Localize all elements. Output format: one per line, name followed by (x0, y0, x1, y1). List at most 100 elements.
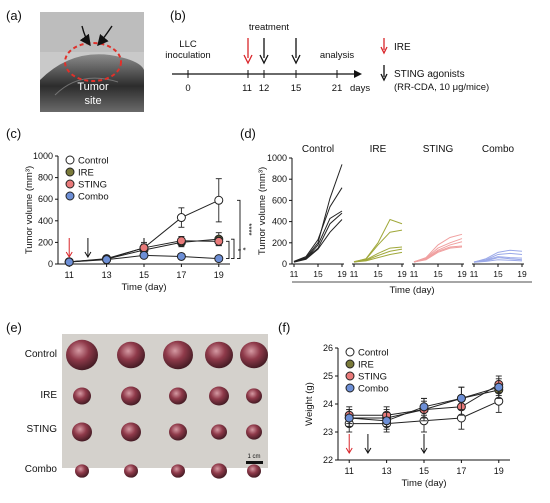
x-tick-label: 19 (337, 269, 347, 279)
row-label-control: Control (25, 349, 57, 360)
facet-title: Control (302, 144, 334, 155)
y-tick-label: 0 (48, 259, 53, 269)
x-axis-label: Time (day) (401, 478, 446, 489)
tick-15: 15 (291, 83, 302, 94)
data-point (176, 213, 186, 223)
treatment-arrow-head (345, 447, 353, 454)
data-point (214, 195, 224, 205)
tumor-site-label-2: site (84, 95, 101, 107)
y-tick-label: 800 (38, 173, 53, 183)
legend-marker (65, 179, 75, 189)
legend-marker (345, 383, 355, 393)
tumor-specimen (163, 340, 193, 370)
data-point (176, 236, 186, 246)
tumor-specimen (121, 422, 141, 442)
data-point (214, 254, 224, 264)
tumor-specimen (75, 464, 89, 478)
tumor-specimen (211, 424, 227, 440)
event-treatment: treatment (249, 22, 289, 33)
panel-label-d: (d) (240, 126, 256, 141)
legend-marker (345, 371, 355, 381)
tumor-specimen (169, 423, 187, 441)
days-unit: days (350, 83, 370, 94)
scale-bar-label: 1 cm (247, 454, 260, 460)
legend-sting: STING agonists (394, 69, 465, 80)
legend-ire: IRE (394, 42, 411, 53)
individual-curve (413, 246, 463, 263)
data-point (214, 236, 224, 246)
data-point (494, 382, 504, 392)
y-tick-label: 600 (272, 195, 287, 205)
individual-curve (293, 210, 343, 263)
x-tick-label: 11 (410, 269, 419, 279)
y-tick-label: 0 (282, 259, 287, 269)
y-tick-label: 400 (38, 216, 53, 226)
y-tick-label: 400 (272, 217, 287, 227)
treatment-arrow-head (420, 447, 428, 454)
legend-label: Combo (78, 192, 109, 203)
row-label-ire: IRE (40, 390, 57, 401)
individual-curve (293, 212, 343, 263)
row-label-sting: STING (26, 424, 57, 435)
x-tick-label: 15 (433, 269, 443, 279)
x-axis-label: Time (day) (389, 285, 434, 296)
x-tick-label: 19 (214, 270, 224, 280)
tick-21: 21 (332, 83, 343, 94)
legend-label: Control (358, 348, 389, 359)
x-tick-label: 13 (102, 270, 112, 280)
legend-sting-detail: (RR-CDA, 10 μg/mice) (394, 82, 489, 93)
data-point (64, 257, 74, 267)
legend-marker (65, 167, 75, 177)
legend-label: STING (78, 180, 107, 191)
x-tick-label: 19 (517, 269, 527, 279)
tumor-specimen (73, 387, 91, 405)
x-tick-label: 15 (373, 269, 383, 279)
event-inoculation: LLC (179, 39, 197, 50)
y-tick-label: 600 (38, 194, 53, 204)
legend-marker (65, 191, 75, 201)
significance-bracket (231, 238, 235, 260)
tumor-specimen (209, 386, 229, 406)
tumor-specimen (117, 341, 145, 369)
data-point (456, 393, 466, 403)
legend-label: IRE (358, 360, 374, 371)
y-tick-label: 200 (38, 237, 53, 247)
legend-label: STING (358, 372, 387, 383)
tumor-specimen (211, 463, 227, 479)
x-tick-label: 15 (313, 269, 323, 279)
data-point (176, 251, 186, 261)
x-tick-label: 11 (470, 269, 479, 279)
significance-bracket (226, 240, 230, 260)
individual-curve (293, 219, 343, 263)
row-label-combo: Combo (25, 464, 58, 475)
data-point (139, 250, 149, 260)
individual-curve (473, 249, 523, 263)
data-point (344, 413, 354, 423)
individual-curve (353, 251, 403, 263)
tumor-specimen (205, 341, 233, 369)
treatment-arrow-head (84, 251, 92, 258)
panel-label-c: (c) (6, 126, 21, 141)
treatment-arrow-head (364, 447, 372, 454)
tumor-specimen (66, 339, 98, 371)
panel-b-timeline: LLC inoculation treatment analysis 0 11 … (165, 22, 489, 94)
tumor-specimen (72, 422, 92, 442)
significance-bracket (237, 199, 241, 260)
y-tick-label: 26 (323, 343, 333, 353)
y-axis-label: Tumor volume (mm³) (24, 166, 35, 254)
panel-e-photo: 1 cm Control IRE STING Combo (25, 334, 268, 479)
x-tick-label: 11 (345, 466, 354, 476)
y-axis-label: Tumor volume (mm³) (257, 167, 268, 255)
event-analysis: analysis (320, 50, 355, 61)
tumor-specimen (246, 388, 262, 404)
tick-12: 12 (259, 83, 270, 94)
facet-title: IRE (370, 144, 387, 155)
x-tick-label: 17 (176, 270, 186, 280)
significance-label: * (238, 247, 247, 250)
tumor-specimen (246, 424, 262, 440)
y-tick-label: 800 (272, 174, 287, 184)
tumor-specimen (121, 386, 141, 406)
legend-label: Control (78, 156, 109, 167)
y-tick-label: 23 (323, 427, 333, 437)
